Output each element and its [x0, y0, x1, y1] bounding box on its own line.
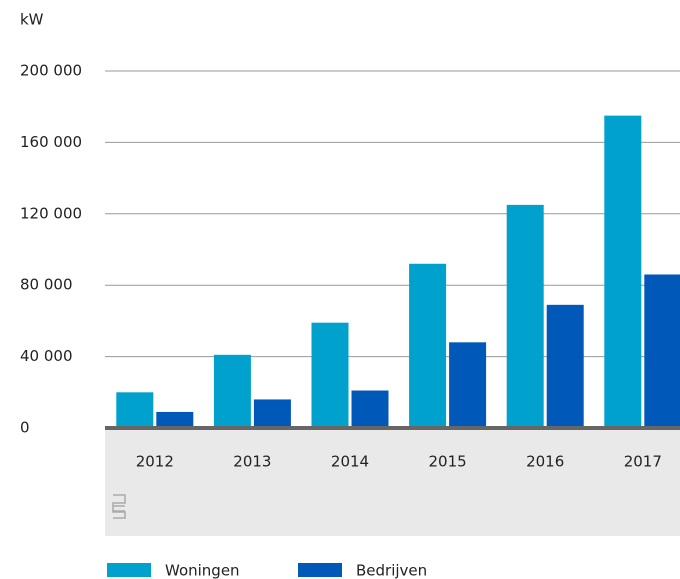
- y-tick-label: 40 000: [20, 347, 73, 365]
- bar: [546, 304, 584, 428]
- y-tick-label: 160 000: [20, 133, 82, 151]
- bar: [311, 322, 349, 428]
- legend-swatch: [298, 563, 342, 577]
- bar: [409, 263, 447, 428]
- x-tick-label: 2013: [233, 453, 271, 471]
- bar: [449, 342, 487, 428]
- bar: [644, 274, 680, 428]
- bar: [506, 204, 544, 428]
- legend-swatch: [107, 563, 151, 577]
- x-tick-label: 2016: [526, 453, 564, 471]
- legend-label: Woningen: [165, 562, 240, 579]
- bar: [156, 411, 194, 428]
- y-tick-label: 200 000: [20, 62, 82, 80]
- bar: [351, 390, 389, 428]
- axis-band: [105, 430, 680, 536]
- x-tick-label: 2012: [136, 453, 174, 471]
- x-tick-label: 2017: [624, 453, 662, 471]
- x-tick-label: 2015: [429, 453, 467, 471]
- bar: [116, 392, 154, 428]
- y-tick-label: 120 000: [20, 204, 82, 222]
- bar: [604, 115, 642, 428]
- y-tick-label: 80 000: [20, 276, 73, 294]
- logo: [112, 494, 126, 519]
- y-axis-label: kW: [20, 11, 44, 29]
- y-tick-label: 0: [20, 419, 30, 437]
- legend-label: Bedrijven: [356, 562, 427, 579]
- bar: [253, 399, 291, 428]
- x-tick-label: 2014: [331, 453, 369, 471]
- bar: [213, 354, 251, 428]
